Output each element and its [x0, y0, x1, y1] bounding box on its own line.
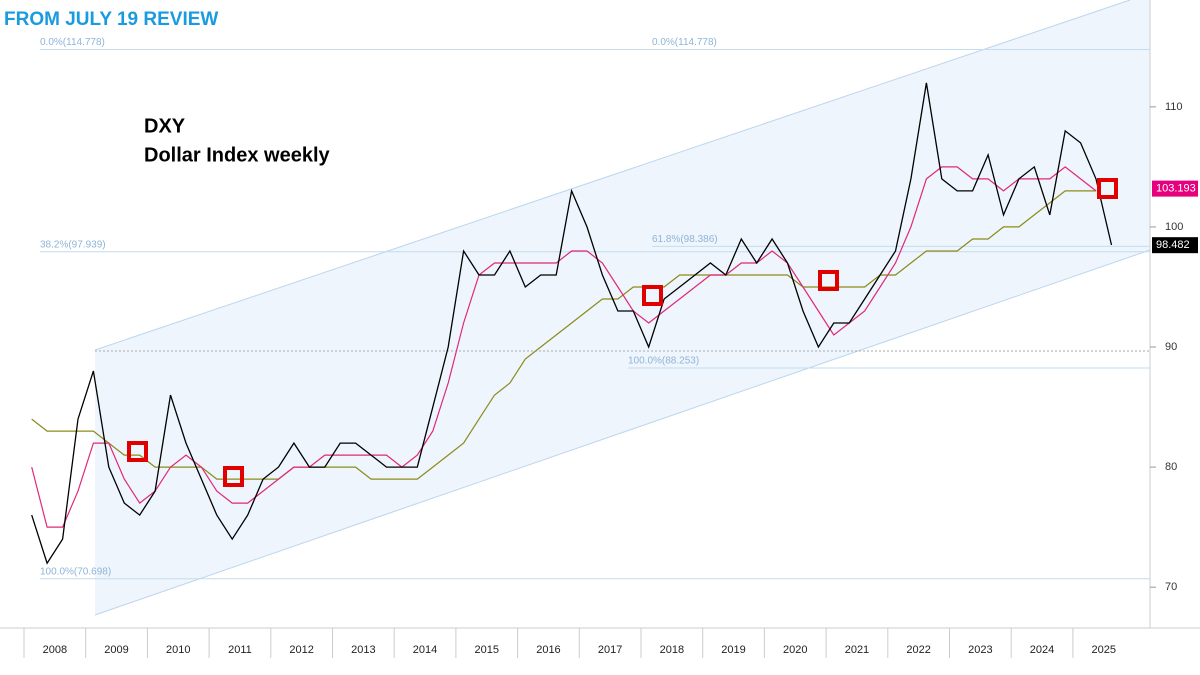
x-tick-label: 2014 [413, 644, 437, 656]
x-tick-label: 2025 [1092, 644, 1116, 656]
x-tick-label: 2010 [166, 644, 190, 656]
level-label: 100.0%(88.253) [628, 356, 699, 367]
x-tick-label: 2015 [475, 644, 499, 656]
channel-lower [94, 249, 1151, 616]
series-line [31, 190, 1096, 480]
level-label: 0.0%(114.778) [652, 37, 717, 48]
price-tag-label: 98.482 [1156, 239, 1190, 251]
price-tag [1152, 180, 1198, 197]
level-label: 0.0%(114.778) [40, 37, 105, 48]
channel [95, 0, 1150, 615]
x-tick-label: 2024 [1030, 644, 1054, 656]
y-tick-label: 100 [1165, 221, 1183, 233]
annotation: Dollar Index weekly [144, 144, 331, 166]
channel-upper [94, 0, 1131, 351]
x-tick-label: 2023 [968, 644, 992, 656]
x-tick-label: 2017 [598, 644, 622, 656]
x-tick-label: 2016 [536, 644, 560, 656]
y-tick-label: 110 [1165, 101, 1183, 113]
x-tick-label: 2018 [660, 644, 684, 656]
x-tick-label: 2011 [228, 644, 252, 656]
series-line [31, 82, 1113, 565]
x-tick-label: 2021 [845, 644, 869, 656]
x-tick-label: 2008 [43, 644, 67, 656]
series-line [31, 166, 1097, 528]
x-tick-label: 2022 [906, 644, 930, 656]
x-tick-label: 2019 [721, 644, 745, 656]
chart-title: FROM JULY 19 REVIEW [4, 9, 218, 30]
level-label: 61.8%(98.386) [652, 234, 718, 245]
x-tick-label: 2013 [351, 644, 375, 656]
annotation: DXY [144, 115, 186, 137]
x-tick-label: 2009 [104, 644, 128, 656]
x-tick-label: 2020 [783, 644, 807, 656]
level-label: 38.2%(97.939) [40, 239, 106, 250]
y-tick-label: 80 [1165, 461, 1177, 473]
price-tag [1152, 237, 1198, 254]
level-label: 100.0%(70.698) [40, 566, 111, 577]
y-tick-label: 90 [1165, 341, 1177, 353]
price-tag-label: 103.193 [1156, 183, 1196, 195]
x-tick-label: 2012 [289, 644, 313, 656]
y-tick-label: 70 [1165, 581, 1177, 593]
signal-boxes [127, 178, 1118, 487]
